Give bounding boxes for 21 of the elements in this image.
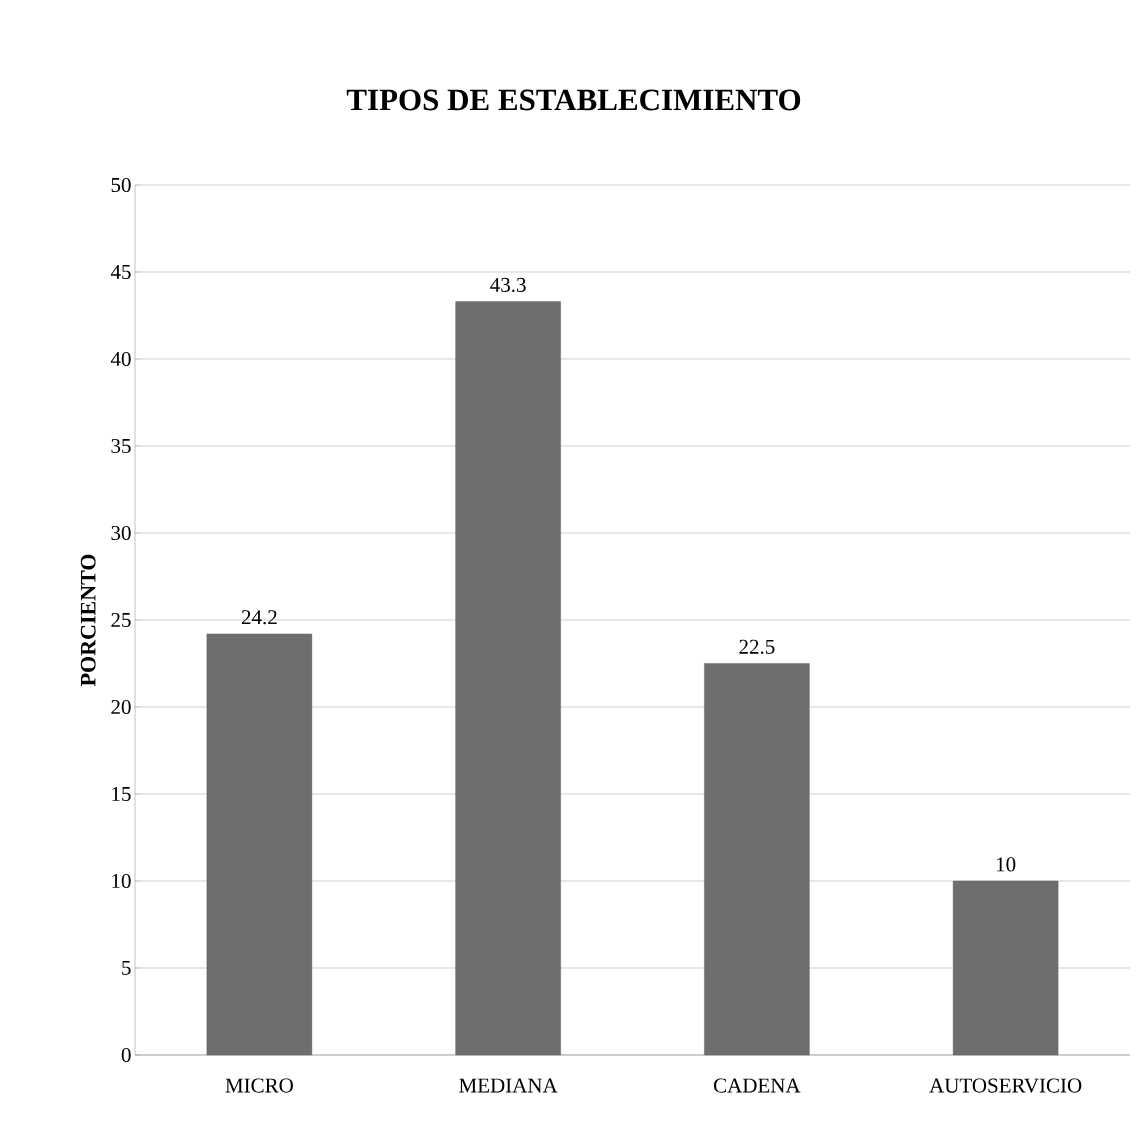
data-label: 22.5 [739,639,775,654]
x-tick-label: CADENA [713,1078,801,1093]
y-tick-label: 25 [111,612,131,628]
y-tick-label: 30 [111,525,131,541]
y-tick-label: 0 [121,1047,131,1063]
data-label: 43.3 [490,277,526,293]
data-label: 10 [996,857,1016,872]
y-axis-title: PORCIENTO [80,554,96,687]
x-tick-label: AUTOSERVICIO [929,1078,1082,1093]
y-tick-label: 5 [122,961,131,975]
y-tick-label: 35 [111,438,131,454]
y-tick-label: 40 [110,351,131,367]
chart-title: TIPOS DE ESTABLECIMIENTO [346,89,801,111]
y-tick-label: 10 [112,873,131,889]
y-tick-label: 45 [110,264,131,279]
x-tick-label: MEDIANA [459,1078,558,1093]
data-label: 24.2 [241,610,277,625]
y-tick-label: 50 [111,177,131,193]
y-tick-label: 20 [111,699,131,715]
y-tick-label: 15 [112,786,131,802]
x-tick-label: MICRO [225,1078,293,1093]
